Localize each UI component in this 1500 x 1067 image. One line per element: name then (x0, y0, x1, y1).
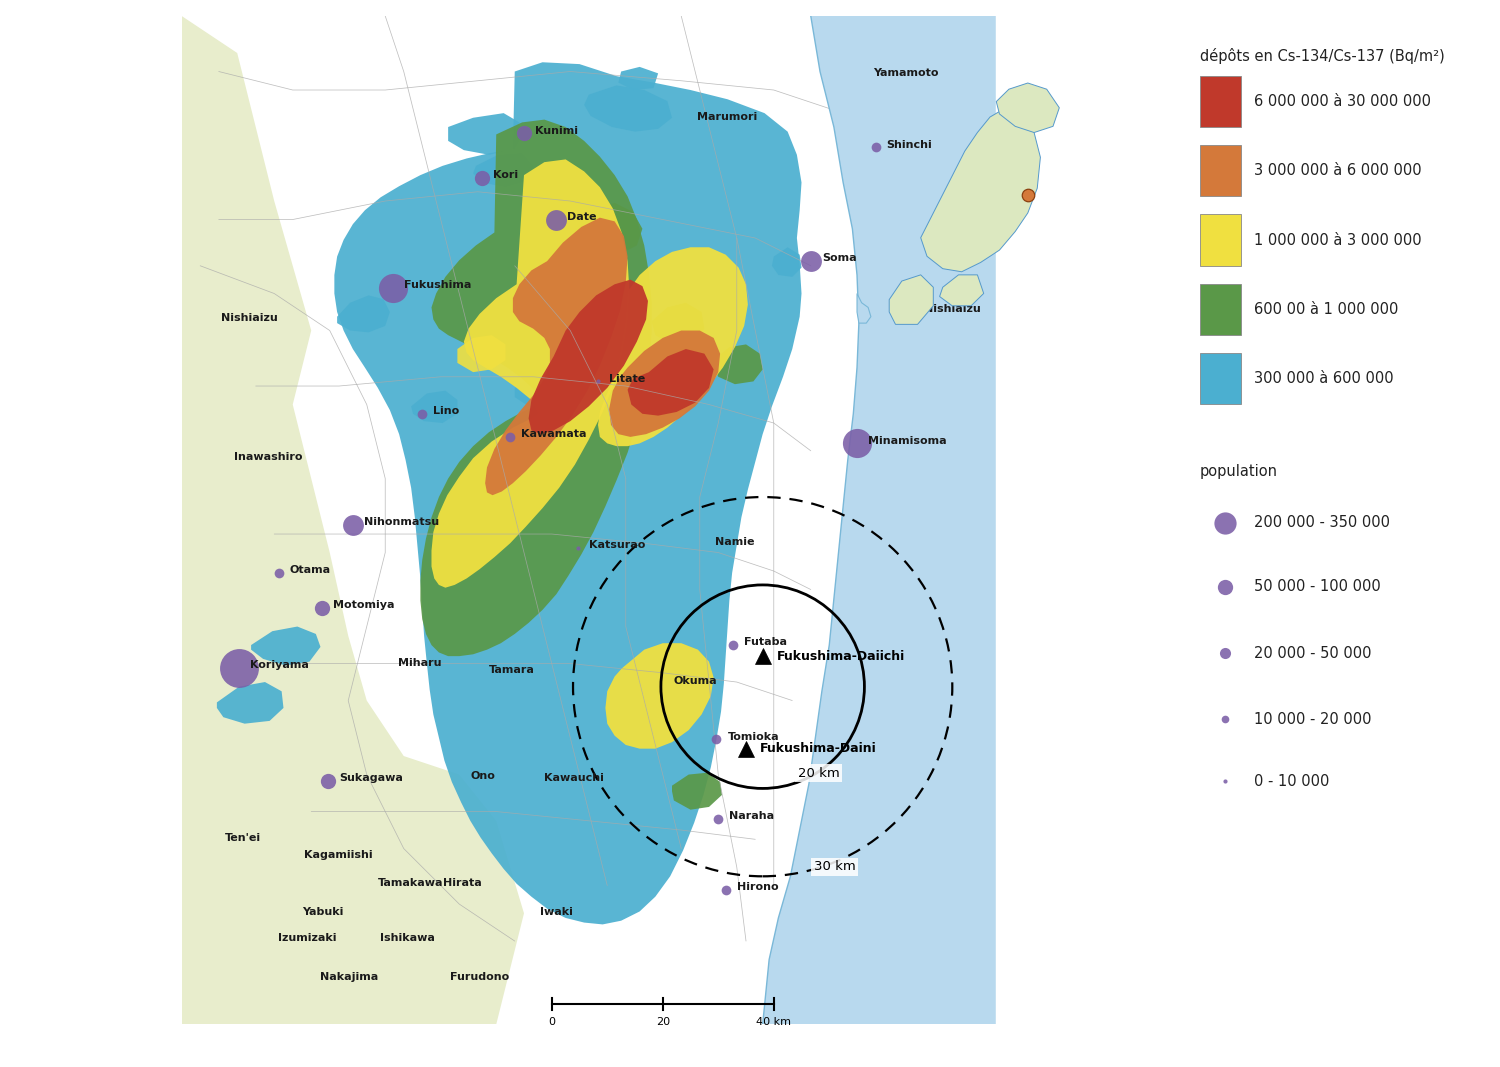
Text: Tamara: Tamara (489, 665, 534, 675)
Text: Litate: Litate (609, 373, 645, 384)
Polygon shape (772, 248, 801, 276)
Polygon shape (472, 153, 532, 187)
Polygon shape (528, 280, 648, 434)
Polygon shape (182, 16, 524, 1024)
Text: 50 000 - 100 000: 50 000 - 100 000 (1254, 579, 1380, 594)
Polygon shape (856, 293, 871, 323)
Text: Koriyama: Koriyama (251, 660, 309, 670)
Text: Date: Date (567, 211, 597, 222)
Polygon shape (420, 120, 651, 656)
Text: Izumizaki: Izumizaki (278, 934, 336, 943)
Polygon shape (996, 83, 1059, 132)
Text: Kagamiishi: Kagamiishi (304, 850, 372, 860)
Text: Otama: Otama (290, 566, 332, 575)
Text: Fukushima: Fukushima (404, 281, 471, 290)
Polygon shape (514, 375, 566, 407)
Text: Tamakawa: Tamakawa (378, 878, 444, 888)
Text: 1 000 000 à 3 000 000: 1 000 000 à 3 000 000 (1254, 233, 1422, 248)
Text: Ishikawa: Ishikawa (380, 934, 435, 943)
Text: Kunimi: Kunimi (536, 126, 578, 136)
Text: Motomiya: Motomiya (333, 601, 394, 610)
Polygon shape (609, 331, 720, 436)
Text: 0: 0 (548, 1017, 555, 1026)
Text: Kawamata: Kawamata (520, 429, 586, 440)
Polygon shape (411, 391, 458, 423)
Text: population: population (1200, 464, 1278, 479)
Polygon shape (217, 682, 284, 723)
Text: Yamamoto: Yamamoto (873, 68, 938, 78)
Text: dépôts en Cs-134/Cs-137 (Bq/m²): dépôts en Cs-134/Cs-137 (Bq/m²) (1200, 48, 1444, 64)
Text: Fukushima-Daini: Fukushima-Daini (760, 743, 876, 755)
Text: Katsurao: Katsurao (588, 540, 645, 551)
Polygon shape (890, 275, 933, 324)
Text: 20 000 - 50 000: 20 000 - 50 000 (1254, 646, 1371, 660)
Bar (1200, 284, 1240, 335)
Text: Hirata: Hirata (442, 878, 482, 888)
Text: Shinchi: Shinchi (886, 140, 933, 149)
Polygon shape (598, 248, 748, 446)
Text: Iwaki: Iwaki (540, 907, 573, 918)
Text: Marumori: Marumori (698, 112, 758, 122)
Bar (1200, 76, 1240, 127)
Bar (1200, 353, 1240, 404)
Text: Lino: Lino (433, 407, 459, 416)
Text: Kawauchi: Kawauchi (544, 774, 604, 783)
Text: Okuma: Okuma (674, 676, 717, 686)
Text: Namie: Namie (716, 538, 754, 547)
Text: Sukagawa: Sukagawa (339, 774, 404, 783)
Text: Hirono: Hirono (736, 882, 778, 892)
Text: Naraha: Naraha (729, 811, 774, 822)
Text: 200 000 - 350 000: 200 000 - 350 000 (1254, 515, 1390, 530)
Polygon shape (338, 296, 390, 333)
Text: 600 00 à 1 000 000: 600 00 à 1 000 000 (1254, 302, 1398, 317)
Polygon shape (618, 67, 658, 90)
Text: 0 - 10 000: 0 - 10 000 (1254, 774, 1329, 789)
Text: 30 km: 30 km (815, 860, 855, 873)
Polygon shape (432, 159, 630, 588)
Text: Minamisoma: Minamisoma (868, 435, 946, 446)
Text: Ten'ei: Ten'ei (225, 833, 261, 843)
Text: Kori: Kori (494, 170, 519, 180)
Bar (1200, 145, 1240, 196)
Polygon shape (921, 108, 1041, 272)
Text: 300 000 à 600 000: 300 000 à 600 000 (1254, 371, 1394, 386)
Polygon shape (334, 62, 801, 924)
Polygon shape (458, 335, 506, 372)
Text: Soma: Soma (822, 253, 856, 264)
Polygon shape (448, 113, 522, 155)
Text: 20 km: 20 km (798, 767, 840, 780)
Text: Inawashiro: Inawashiro (234, 452, 303, 462)
Polygon shape (251, 626, 321, 666)
Text: 3 000 000 à 6 000 000: 3 000 000 à 6 000 000 (1254, 163, 1422, 178)
Bar (1200, 214, 1240, 266)
Text: Ono: Ono (471, 771, 495, 781)
Polygon shape (762, 16, 996, 1024)
Polygon shape (484, 218, 627, 495)
Polygon shape (672, 773, 722, 810)
Text: Furudono: Furudono (450, 972, 509, 982)
Text: 40 km: 40 km (756, 1017, 792, 1026)
Text: 20: 20 (656, 1017, 670, 1026)
Text: Tomioka: Tomioka (728, 732, 778, 742)
Polygon shape (651, 303, 705, 345)
Polygon shape (584, 85, 672, 131)
Polygon shape (574, 203, 642, 255)
Polygon shape (939, 275, 984, 306)
Text: Nihonmatsu: Nihonmatsu (364, 517, 440, 527)
Text: 6 000 000 à 30 000 000: 6 000 000 à 30 000 000 (1254, 94, 1431, 109)
Text: Nakajima: Nakajima (321, 972, 378, 982)
Polygon shape (606, 643, 714, 749)
Text: Nishiaizu: Nishiaizu (220, 314, 278, 323)
Text: 10 000 - 20 000: 10 000 - 20 000 (1254, 712, 1371, 727)
Text: Miharu: Miharu (398, 657, 441, 668)
Text: Futaba: Futaba (744, 637, 788, 648)
Polygon shape (627, 349, 714, 416)
Text: Nishiaizu: Nishiaizu (924, 304, 981, 315)
Text: Fukushima-Daiichi: Fukushima-Daiichi (777, 650, 904, 663)
Polygon shape (714, 345, 762, 384)
Text: Yabuki: Yabuki (302, 907, 344, 918)
